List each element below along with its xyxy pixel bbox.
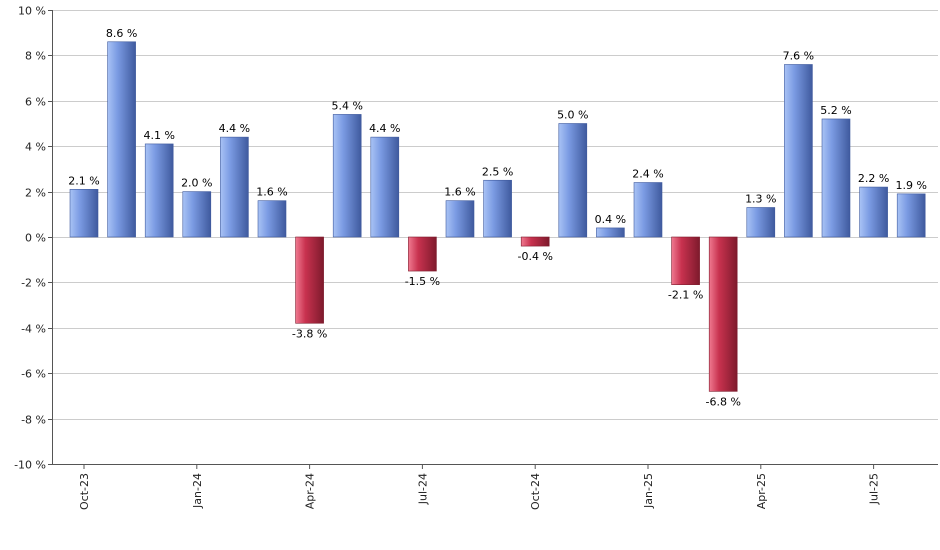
axes bbox=[52, 10, 938, 465]
data-label-Nov-24: 5.0 % bbox=[557, 109, 588, 122]
bar-Feb-25 bbox=[671, 236, 700, 285]
data-label-Jun-25: 5.2 % bbox=[820, 104, 851, 117]
y-tick-label: -10 % bbox=[14, 459, 46, 472]
y-tick-label: -8 % bbox=[21, 414, 46, 427]
data-label-May-24: 5.4 % bbox=[331, 99, 362, 112]
bar-Oct-23 bbox=[69, 189, 99, 238]
data-label-Jul-25: 2.2 % bbox=[858, 172, 889, 185]
data-label-Dec-23: 4.1 % bbox=[143, 129, 174, 142]
data-label-May-25: 7.6 % bbox=[783, 49, 814, 62]
bar-Jul-25 bbox=[859, 186, 888, 238]
bar-Apr-24 bbox=[295, 236, 324, 324]
data-label-Mar-24: 1.6 % bbox=[256, 186, 287, 199]
bar-Dec-23 bbox=[144, 143, 174, 238]
bar-Sep-24 bbox=[483, 179, 512, 238]
data-label-Apr-25: 1.3 % bbox=[745, 192, 776, 205]
bar-Jul-24 bbox=[408, 236, 437, 272]
data-label-Mar-25: -6.8 % bbox=[705, 395, 740, 408]
y-tick-label: -4 % bbox=[21, 323, 46, 336]
bar-Mar-25 bbox=[708, 236, 738, 392]
y-tick-label: 6 % bbox=[25, 96, 46, 109]
data-label-Jan-24: 2.0 % bbox=[181, 177, 212, 190]
y-tick-label: 0 % bbox=[25, 232, 46, 245]
data-label-Jan-25: 2.4 % bbox=[632, 168, 663, 181]
bar-Aug-24 bbox=[445, 200, 475, 238]
data-label-Nov-23: 8.6 % bbox=[106, 27, 137, 40]
x-tick-label: Jul-25 bbox=[868, 473, 881, 505]
y-tick-label: -6 % bbox=[21, 368, 46, 381]
y-tick-label: 10 % bbox=[18, 5, 46, 18]
x-axis-tick-labels: Oct-23 Jan-24 Apr-24 Jul-24 Oct-24 Jan-25 Apr-… bbox=[78, 464, 881, 510]
bar-Jun-25 bbox=[821, 118, 851, 238]
data-label-Feb-25: -2.1 % bbox=[668, 289, 703, 302]
y-tick-label: 8 % bbox=[25, 50, 46, 63]
data-label-Aug-24: 1.6 % bbox=[444, 186, 475, 199]
y-tick-label: 4 % bbox=[25, 141, 46, 154]
bar-Nov-23 bbox=[107, 41, 136, 238]
y-tick-label: 2 % bbox=[25, 187, 46, 200]
data-label-Aug-25: 1.9 % bbox=[895, 179, 926, 192]
bar-Mar-24 bbox=[257, 200, 287, 238]
x-tick-label: Jul-24 bbox=[416, 473, 429, 505]
bar-Aug-25 bbox=[896, 193, 926, 238]
bar-Dec-24 bbox=[596, 227, 625, 238]
bar-Jun-24 bbox=[370, 136, 400, 238]
x-tick-label: Jan-25 bbox=[642, 473, 655, 509]
bar-May-25 bbox=[784, 64, 813, 238]
bar-Feb-24 bbox=[220, 136, 249, 238]
bar-Jan-25 bbox=[633, 182, 663, 238]
data-label-Feb-24: 4.4 % bbox=[219, 122, 250, 135]
data-label-Oct-23: 2.1 % bbox=[68, 174, 99, 187]
y-axis-tick-labels: 10 % 8 % 6 % 4 % 2 % 0 % -2 % -4 % -6 % -8 % -10 % bbox=[14, 5, 46, 472]
data-label-Dec-24: 0.4 % bbox=[595, 213, 626, 226]
data-label-Sep-24: 2.5 % bbox=[482, 165, 513, 178]
x-tick-label: Apr-24 bbox=[304, 473, 317, 509]
bar-Apr-25 bbox=[746, 207, 776, 238]
y-tick-label: -2 % bbox=[21, 277, 46, 290]
data-label-Oct-24: -0.4 % bbox=[517, 250, 552, 263]
data-label-Jul-24: -1.5 % bbox=[405, 275, 440, 288]
bar-Nov-24 bbox=[558, 123, 588, 238]
x-tick-label: Oct-23 bbox=[78, 473, 91, 510]
x-tick-label: Oct-24 bbox=[529, 473, 542, 510]
bar-Jan-24 bbox=[182, 191, 212, 238]
bar-May-24 bbox=[332, 114, 362, 238]
data-labels: 2.1 % 8.6 % 4.1 % 2.0 % 4.4 % 1.6 % -3.8 % 5.4 … bbox=[68, 27, 927, 409]
bars bbox=[69, 41, 926, 392]
data-label-Apr-24: -3.8 % bbox=[292, 327, 327, 340]
x-tick-label: Apr-25 bbox=[755, 473, 768, 509]
bar-Oct-24 bbox=[520, 236, 550, 247]
x-tick-label: Jan-24 bbox=[191, 473, 204, 509]
data-label-Jun-24: 4.4 % bbox=[369, 122, 400, 135]
